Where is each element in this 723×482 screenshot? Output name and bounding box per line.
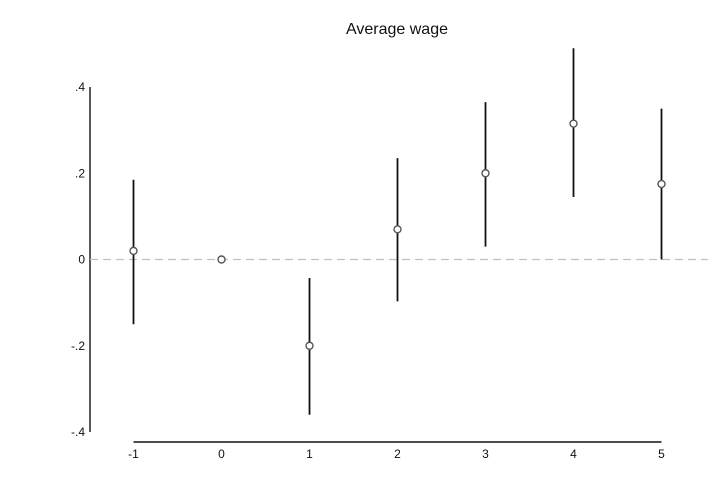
y-axis: .4 .2 0 -.2 -.4 xyxy=(71,80,91,439)
point-estimate-marker xyxy=(217,255,226,264)
point-estimate-marker xyxy=(569,119,578,128)
point-estimate-marker xyxy=(657,179,666,189)
point-estimate-marker xyxy=(305,341,314,350)
x-tick-label: 5 xyxy=(658,447,665,461)
y-tick-label: -.2 xyxy=(71,339,85,353)
y-tick-label: 0 xyxy=(78,253,85,267)
point-estimates xyxy=(129,119,666,350)
point-estimate-marker xyxy=(393,225,402,234)
x-tick-label: 1 xyxy=(306,447,313,461)
x-tick-label: 2 xyxy=(394,447,401,461)
x-tick-label: 4 xyxy=(570,447,577,461)
point-estimate-marker xyxy=(481,169,490,178)
x-tick-label: -1 xyxy=(128,447,139,461)
x-tick-label: 0 xyxy=(218,447,225,461)
point-estimate-marker xyxy=(129,246,138,256)
x-axis: -1 0 1 2 3 4 5 xyxy=(128,441,665,461)
x-tick-label: 3 xyxy=(482,447,489,461)
chart-title: Average wage xyxy=(346,21,448,38)
y-tick-label: -.4 xyxy=(71,425,85,439)
y-tick-label: .4 xyxy=(75,80,85,94)
y-tick-label: .2 xyxy=(75,166,85,180)
